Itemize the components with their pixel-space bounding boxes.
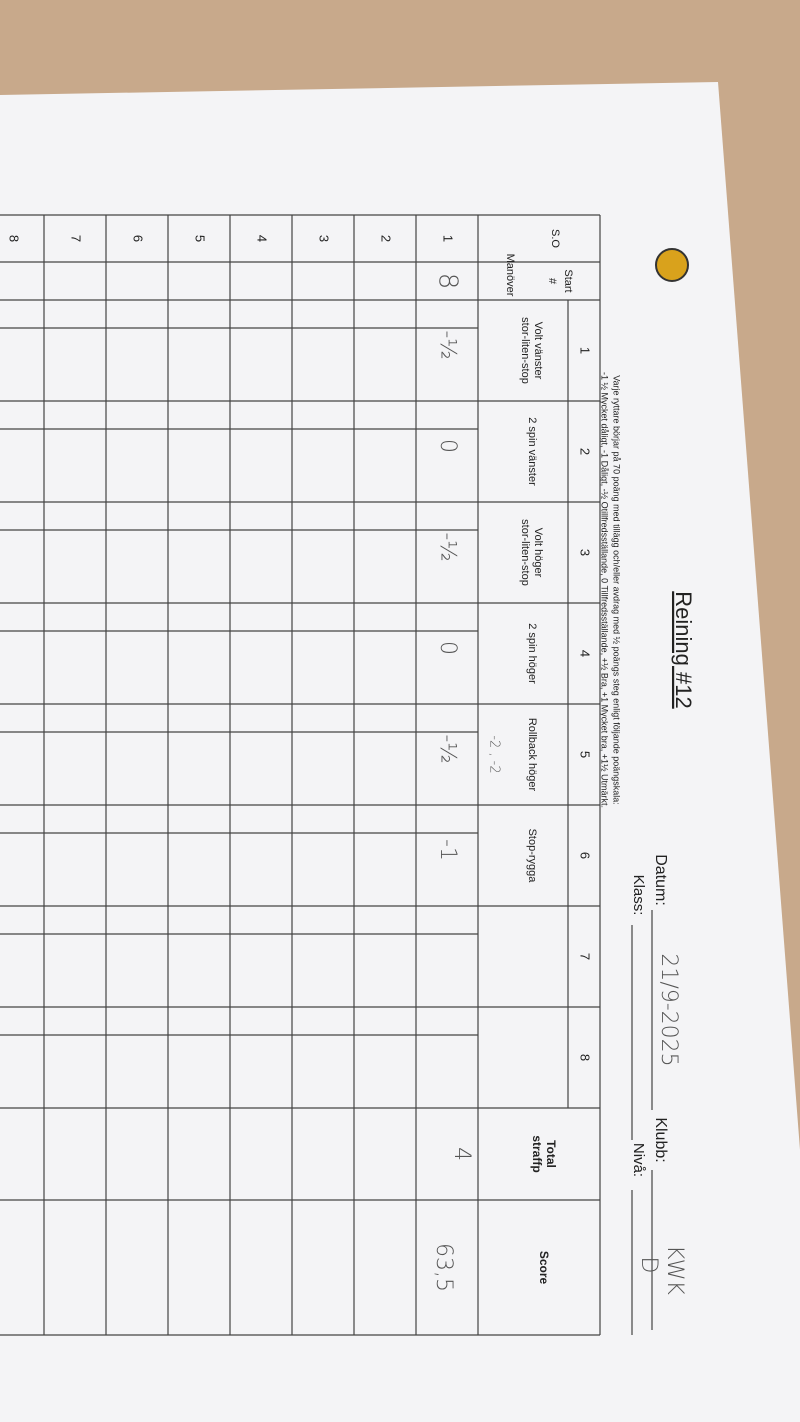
row-label: 1 — [441, 235, 456, 242]
maneuver-name: stor-liten-stop — [519, 519, 531, 586]
instruction: -1 ½ Mycket dåligt, -1 Dåligt, -½ Otillf… — [600, 372, 610, 808]
handwritten-total: 4 — [449, 1147, 474, 1161]
maneuver-number: 7 — [578, 953, 593, 960]
handwritten-note: -2 , -2 — [487, 735, 502, 773]
title: Reining #12 — [671, 591, 696, 708]
row-label: 4 — [255, 235, 270, 242]
form: Reining #12 Datum: 21/9-2025 Klubb: KWK … — [0, 214, 696, 1336]
paper — [0, 82, 800, 1422]
handwritten-score: 0 — [435, 439, 460, 453]
handwritten-score-total: 63,5 — [431, 1243, 456, 1292]
maneuver-name: Volt vänster — [532, 322, 544, 380]
instruction: Varje ryttare börjar på 70 poäng med til… — [612, 375, 622, 805]
klass-label: Klass: — [630, 875, 647, 916]
maneuver-number: 8 — [578, 1054, 593, 1061]
niva-label: Nivå: — [630, 1143, 647, 1177]
maneuver-name: Rollback höger — [526, 718, 538, 792]
header-cell: S.O — [549, 229, 561, 248]
header-cell: Score — [537, 1251, 551, 1285]
maneuver-number: 4 — [578, 650, 593, 657]
datum-value: 21/9-2025 — [656, 953, 681, 1066]
header-cell: Start — [562, 269, 574, 292]
niva-value: D — [636, 1257, 661, 1274]
handwritten-start: 8 — [433, 273, 463, 290]
klubb-value: KWK — [662, 1245, 687, 1295]
row-label: 2 — [379, 235, 394, 242]
row-label: 3 — [317, 235, 332, 242]
row-label: 7 — [69, 235, 84, 242]
maneuver-name: Stop-rygga — [526, 829, 538, 884]
maneuver-name: Volt höger — [532, 528, 544, 578]
header-cell: straffp — [530, 1135, 544, 1172]
handwritten-score: -1 — [435, 839, 460, 861]
header-cell: Total — [544, 1140, 558, 1168]
handwritten-score: -½ — [435, 532, 460, 561]
handwritten-score: 0 — [435, 641, 460, 655]
maneuver-name: 2 spin höger — [526, 623, 538, 684]
row-label: 8 — [7, 235, 22, 242]
row-label: 6 — [131, 235, 146, 242]
maneuver-number: 1 — [578, 347, 593, 354]
maneuver-name: 2 spin vänster — [526, 417, 538, 486]
klubb-label: Klubb: — [652, 1117, 669, 1162]
maneuver-number: 2 — [578, 448, 593, 455]
row-label: 5 — [193, 235, 208, 242]
maneuver-number: 3 — [578, 549, 593, 556]
logo — [655, 248, 689, 282]
handwritten-score: -½ — [435, 330, 460, 359]
handwritten-score: -½ — [435, 734, 460, 763]
maneuver-name: stor-liten-stop — [519, 317, 531, 384]
maneuver-number: 5 — [578, 751, 593, 758]
header-cell: # — [546, 278, 558, 285]
datum-label: Datum: — [652, 854, 669, 906]
header-cell: Manöver — [504, 254, 516, 297]
maneuver-number: 6 — [578, 852, 593, 859]
